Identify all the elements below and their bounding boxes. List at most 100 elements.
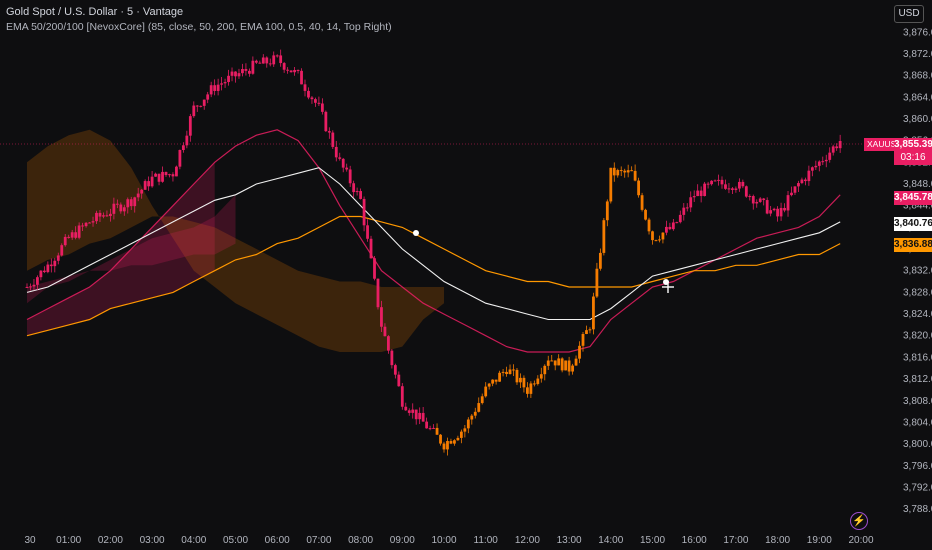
candle-body [81, 225, 84, 227]
candle-body [682, 207, 686, 215]
candle-body [741, 181, 745, 187]
candle-body [32, 284, 36, 287]
candle-body [188, 116, 192, 136]
candle-body [779, 207, 783, 217]
candle-body [126, 199, 130, 208]
ema-mid-line [26, 167, 841, 321]
candle-body [74, 232, 78, 238]
candle-body [46, 264, 50, 273]
candle-body [783, 207, 786, 211]
y-tick-label: 3,860.00 [903, 114, 932, 125]
candle-body [383, 326, 387, 337]
candle-body [814, 165, 818, 168]
candle-body [744, 186, 748, 197]
candle-body [689, 197, 693, 208]
y-tick-label: 3,812.00 [903, 374, 932, 385]
candle-body [115, 203, 119, 205]
ema-mid-tag: 3,840.76 [894, 217, 932, 231]
candle-body [442, 443, 446, 450]
candle-body [553, 360, 557, 366]
candle-body [838, 141, 842, 149]
candle-body [147, 181, 151, 187]
lightning-icon[interactable]: ⚡ [850, 512, 868, 530]
x-tick-label: 02:00 [98, 535, 123, 546]
candle-body [331, 132, 335, 147]
candle-body [390, 350, 394, 366]
candle-body [84, 222, 88, 227]
candle-body [185, 135, 189, 146]
candle-body [717, 179, 720, 181]
candle-body [532, 383, 536, 385]
y-axis: 3,876.00 3,872.00 3,868.00 3,864.00 3,860.00… [903, 27, 932, 515]
candle-body [400, 386, 404, 407]
candle-body [25, 286, 29, 288]
candle-body [484, 386, 488, 397]
candle-body [616, 170, 620, 176]
candle-body [199, 105, 203, 107]
candle-body [567, 360, 571, 372]
candle-body [706, 183, 710, 185]
candle-body [223, 82, 227, 84]
candle-body [42, 270, 46, 273]
x-tick-label: 03:00 [140, 535, 165, 546]
candle-body [703, 183, 707, 197]
candle-body [300, 70, 303, 85]
candle-body [804, 179, 807, 182]
candle-body [133, 197, 137, 207]
candle-body [786, 195, 790, 211]
candle-body [724, 184, 727, 189]
candle-body [449, 441, 453, 444]
candle-body [150, 176, 154, 187]
candle-body [762, 198, 766, 201]
candle-body [637, 180, 640, 196]
candle-body [404, 406, 408, 411]
candle-body [696, 190, 700, 197]
candle-body [737, 181, 741, 189]
candle-body [362, 198, 366, 226]
candle-body [651, 231, 654, 241]
indicator-legend[interactable]: EMA 50/200/100 [NevoxCore] (85, close, 5… [6, 21, 392, 33]
candle-body [49, 264, 53, 267]
x-tick-label: 30 [24, 535, 36, 546]
candle-body [195, 105, 199, 107]
y-tick-label: 3,868.00 [903, 71, 932, 82]
candle-body [515, 369, 519, 383]
x-tick-label: 11:00 [474, 535, 499, 546]
currency-button[interactable]: USD [894, 5, 924, 23]
x-tick-label: 19:00 [807, 535, 832, 546]
x-tick-label: 10:00 [431, 535, 456, 546]
candle-body [463, 428, 467, 432]
x-tick-label: 08:00 [348, 535, 373, 546]
candle-body [307, 90, 310, 98]
candle-body [296, 70, 300, 72]
candle-body [206, 94, 210, 100]
x-tick-label: 16:00 [682, 535, 707, 546]
candle-body [164, 171, 168, 176]
y-tick-label: 3,788.00 [903, 504, 932, 515]
candle-body [435, 427, 439, 435]
x-tick-label: 18:00 [765, 535, 790, 546]
candle-body [647, 219, 651, 232]
candle-body [286, 69, 290, 71]
candle-body [727, 188, 731, 190]
candle-body [581, 333, 585, 346]
candle-body [602, 220, 606, 253]
candle-body [289, 70, 293, 73]
candle-body [320, 103, 324, 112]
candle-body [713, 180, 717, 182]
candle-body [668, 226, 672, 230]
candle-body [338, 157, 342, 159]
candle-body [609, 167, 613, 202]
candle-body [56, 255, 60, 261]
candle-body [348, 169, 352, 184]
candle-body [571, 365, 574, 372]
candle-body [258, 62, 262, 64]
ema-cloud [27, 129, 444, 352]
candle-body [539, 374, 543, 379]
cross-marker [413, 230, 419, 236]
candle-body [67, 236, 71, 238]
x-tick-label: 13:00 [557, 535, 582, 546]
candle-body [644, 209, 647, 220]
